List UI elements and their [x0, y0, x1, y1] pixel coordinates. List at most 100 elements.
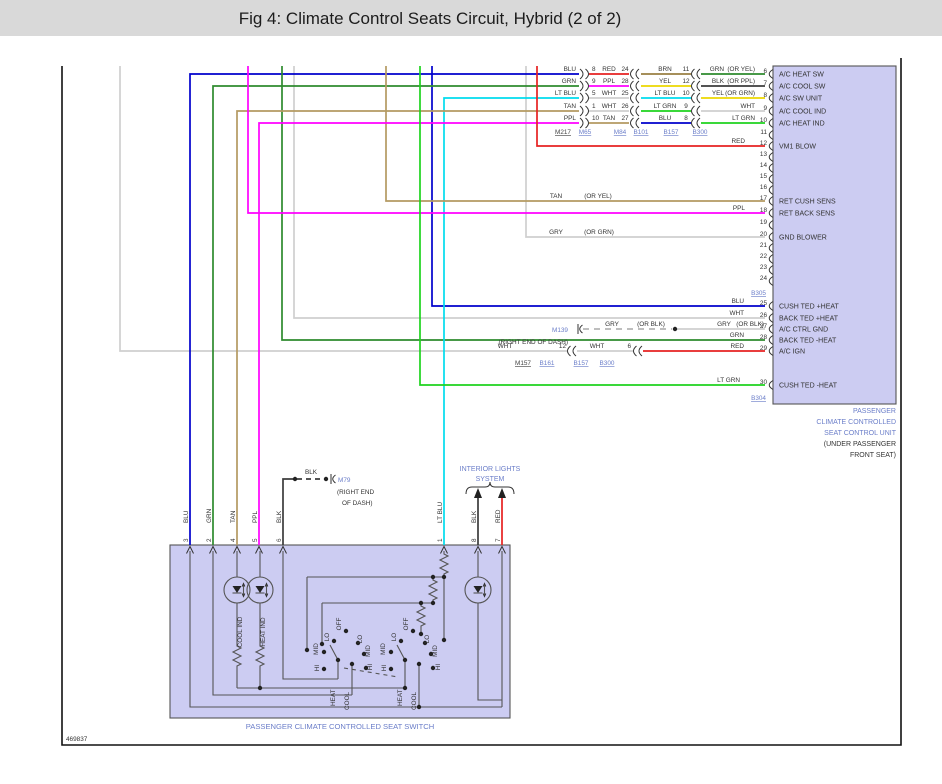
interior-lights-label: INTERIOR LIGHTS: [460, 466, 521, 473]
connector-link-b157[interactable]: B157: [574, 360, 589, 367]
svg-text:PASSENGER: PASSENGER: [853, 408, 896, 415]
svg-text:A/C HEAT IND: A/C HEAT IND: [779, 121, 825, 128]
svg-text:10: 10: [760, 117, 768, 124]
wire-color-label: BLU: [659, 115, 672, 122]
svg-text:A/C COOL SW: A/C COOL SW: [779, 84, 826, 91]
wire-color-label: RED: [731, 343, 745, 350]
svg-text:LO: LO: [324, 633, 331, 642]
pin-number: 8: [684, 115, 688, 122]
svg-text:CLIMATE CONTROLLED: CLIMATE CONTROLLED: [816, 419, 896, 426]
svg-text:11: 11: [760, 129, 767, 136]
cool-ind-label: COOL IND: [237, 616, 244, 647]
connector-icon: [579, 92, 589, 104]
connector-link-m139[interactable]: M139: [552, 327, 568, 334]
pin-number: 24: [621, 66, 629, 73]
wire-color-label: PPL: [733, 205, 746, 212]
wire-color-label: BLK: [305, 469, 318, 476]
seat-control-unit-box: [772, 65, 897, 405]
wire-color-label: WHT: [602, 90, 617, 97]
connector-link-b161[interactable]: B161: [540, 360, 555, 367]
pin-number: 6: [276, 538, 283, 542]
drawing-border: [61, 58, 902, 746]
svg-text:BACK TED +HEAT: BACK TED +HEAT: [779, 316, 839, 323]
connector-link-m84[interactable]: M84: [614, 129, 627, 136]
svg-text:HI: HI: [367, 664, 374, 671]
wire-ppl: [247, 66, 765, 545]
connector-link-m65[interactable]: M65: [579, 129, 592, 136]
connector-link-b304[interactable]: B304: [751, 395, 766, 402]
svg-text:12: 12: [760, 140, 768, 147]
brace-icon: [465, 481, 515, 495]
wire-color-label: GRN: [730, 332, 745, 339]
pin-number: 9: [684, 103, 688, 110]
connector-icon: [691, 80, 701, 92]
svg-text:17: 17: [760, 195, 768, 202]
svg-text:24: 24: [760, 275, 768, 282]
wire-color-alt: (OR GRN): [584, 229, 614, 236]
svg-text:27: 27: [760, 323, 768, 330]
connector-icon: [691, 68, 701, 80]
svg-text:7: 7: [763, 80, 767, 87]
svg-text:15: 15: [760, 173, 768, 180]
svg-text:MID: MID: [313, 643, 320, 655]
svg-text:VM1 BLOW: VM1 BLOW: [779, 144, 816, 151]
svg-text:A/C CTRL GND: A/C CTRL GND: [779, 327, 828, 334]
pin-number: 11: [683, 66, 690, 73]
pin-number: 1: [437, 538, 444, 542]
svg-text:28: 28: [760, 334, 768, 341]
svg-text:(UNDER PASSENGER: (UNDER PASSENGER: [824, 441, 896, 448]
pin-number: 12: [559, 343, 567, 350]
svg-text:A/C IGN: A/C IGN: [779, 349, 805, 356]
svg-text:A/C HEAT SW: A/C HEAT SW: [779, 72, 824, 79]
pin-number: 5: [592, 90, 596, 97]
wire-color-label: YEL: [712, 90, 725, 97]
svg-text:20: 20: [760, 231, 768, 238]
svg-text:A/C SW UNIT: A/C SW UNIT: [779, 96, 823, 103]
wire-color-alt: (OR GRN): [725, 90, 755, 97]
wire-wht: [119, 66, 765, 352]
wire-color-label: WHT: [740, 103, 755, 110]
wire-color-label: RED: [495, 509, 502, 523]
connector-link-b300[interactable]: B300: [600, 360, 615, 367]
arrow-up-icon: [474, 488, 482, 498]
svg-text:CUSH TED +HEAT: CUSH TED +HEAT: [779, 304, 840, 311]
pin-number: 2: [206, 538, 213, 542]
pin-number: 10: [592, 115, 600, 122]
connector-icon: [691, 105, 701, 117]
connector-icon: [691, 117, 701, 129]
pin-number: 25: [621, 90, 629, 97]
wire-color-label: GRY: [717, 321, 731, 328]
svg-text:LO: LO: [391, 633, 398, 642]
connector-icon: [630, 105, 640, 117]
pin-number: 6: [627, 343, 631, 350]
svg-text:23: 23: [760, 264, 768, 271]
svg-text:26: 26: [760, 312, 768, 319]
wire-color-label: PPL: [564, 115, 577, 122]
unit-caption: PASSENGER CLIMATE CONTROLLED SEAT CONTRO…: [816, 408, 896, 459]
pin-number: 1: [592, 103, 596, 110]
connector-link-m79[interactable]: M79: [338, 477, 351, 484]
wire-color-label: WHT: [729, 310, 744, 317]
pin-number: 10: [682, 90, 690, 97]
svg-text:HI: HI: [435, 664, 442, 671]
connector-link-b305[interactable]: B305: [751, 290, 766, 297]
wire-yel: [641, 85, 765, 99]
svg-text:RET CUSH SENS: RET CUSH SENS: [779, 199, 836, 206]
wire-color-label: GRN: [562, 78, 577, 85]
connector-link-m157[interactable]: M157: [515, 360, 531, 367]
svg-text:COOL: COOL: [411, 691, 418, 710]
wires: [119, 66, 765, 545]
connector-link-m217[interactable]: M217: [555, 129, 571, 136]
svg-text:FRONT SEAT): FRONT SEAT): [850, 452, 896, 459]
m79-note: BLK M79 (RIGHT END OF DASH): [305, 469, 375, 507]
wire-color-label: PPL: [603, 78, 616, 85]
connector-link-b300[interactable]: B300: [693, 129, 708, 136]
connector-link-b101[interactable]: B101: [634, 129, 649, 136]
wire-grn: [212, 66, 765, 545]
wire-color-label: BRN: [658, 66, 672, 73]
location-note: OF DASH): [342, 500, 373, 507]
wire-color-label: BLK: [471, 510, 478, 523]
connector-link-b157[interactable]: B157: [664, 129, 679, 136]
wire-color-alt: (OR PPL): [727, 78, 755, 85]
unit-pin-numbers: 6 7 8 9 10 11 12 13 14 15 16 17 18 19 20…: [751, 68, 767, 402]
